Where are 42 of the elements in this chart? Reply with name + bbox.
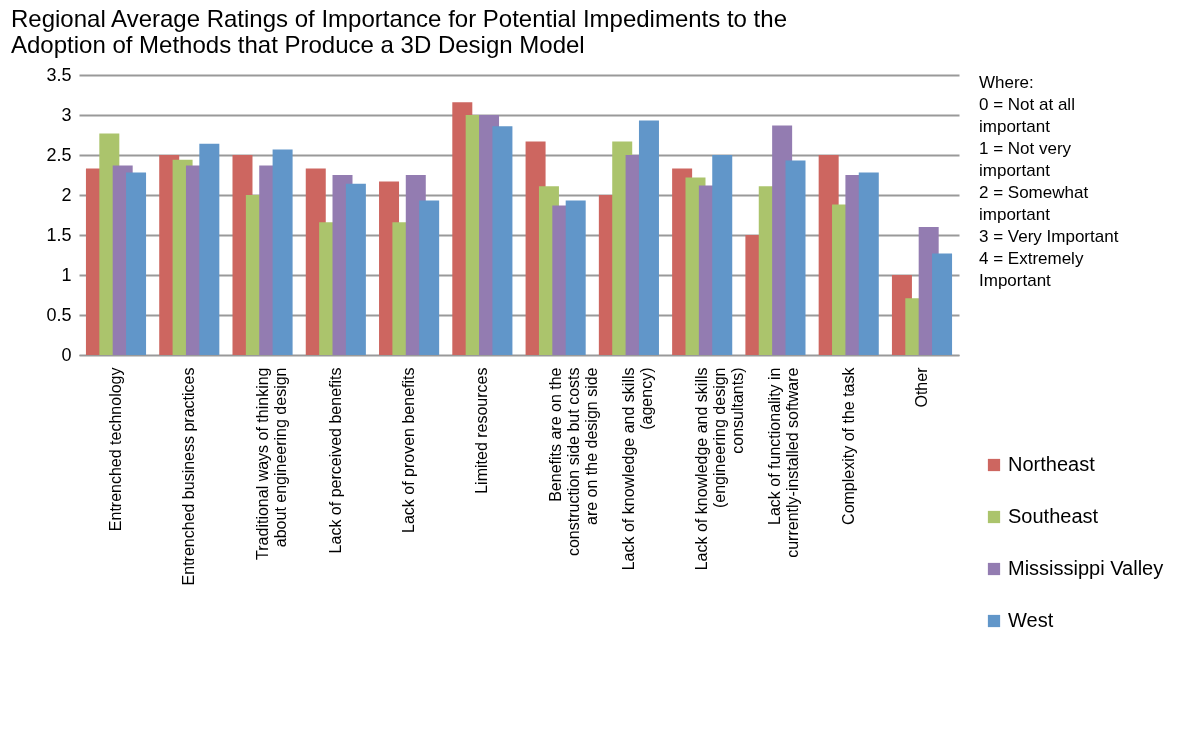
legend-label: Southeast xyxy=(1008,505,1099,527)
x-tick-label: Traditional ways of thinking about engineering design xyxy=(253,367,289,560)
bar xyxy=(272,149,293,355)
y-tick-label: 2.5 xyxy=(46,144,72,165)
bar xyxy=(199,143,220,355)
x-tick-label: Lack of knowledge and skills (engineering design consultants) xyxy=(693,367,747,571)
y-tick-label: 0 xyxy=(61,344,72,365)
x-tick-label: Entrenched technology xyxy=(107,367,124,532)
y-tick-label: 0.5 xyxy=(46,304,72,325)
y-tick-label: 1.5 xyxy=(46,224,72,245)
x-tick-label: Complexity of the task xyxy=(839,366,857,525)
y-tick-label: 3.5 xyxy=(46,64,72,85)
x-tick-label: Lack of knowledge and skills (agency) xyxy=(619,367,655,571)
text: 2 = Somewhat important xyxy=(979,183,1089,224)
bar xyxy=(785,160,806,355)
x-tick-label: Lack of perceived benefits xyxy=(326,367,344,554)
legend-label: Mississippi Valley xyxy=(1008,557,1164,579)
bar xyxy=(345,183,366,355)
bar xyxy=(858,172,879,355)
bar xyxy=(492,126,513,355)
x-tick-label: Lack of proven benefits xyxy=(400,367,418,533)
bar xyxy=(565,200,586,355)
bar xyxy=(932,253,953,355)
text: 4 = Extremely Important xyxy=(979,249,1084,290)
y-tick-label: 3 xyxy=(61,104,72,125)
legend-label: Northeast xyxy=(1008,453,1096,475)
legend-label: West xyxy=(1008,609,1054,631)
bar xyxy=(638,120,659,355)
text: Where: xyxy=(979,73,1034,92)
x-tick-label: Entrenched business practices xyxy=(180,367,198,586)
bar xyxy=(419,200,440,355)
bar xyxy=(712,155,733,355)
x-tick-label: Benefits are on the construction side but costs are on the design side xyxy=(546,367,600,557)
text: 1 = Not very important xyxy=(979,139,1072,180)
text: 0 = Not at all important xyxy=(979,95,1075,136)
x-tick-label: Limited resources xyxy=(473,367,491,494)
bar xyxy=(126,172,147,355)
x-tick-label: Other xyxy=(913,366,930,408)
text: 3 = Very Important xyxy=(979,227,1119,246)
y-tick-label: 1 xyxy=(61,264,72,285)
chart-title: Regional Average Ratings of Importance for Potential Impediments to the Adoption of Methods that Produce a 3D Design Model xyxy=(10,5,787,58)
y-tick-label: 2 xyxy=(61,184,72,205)
